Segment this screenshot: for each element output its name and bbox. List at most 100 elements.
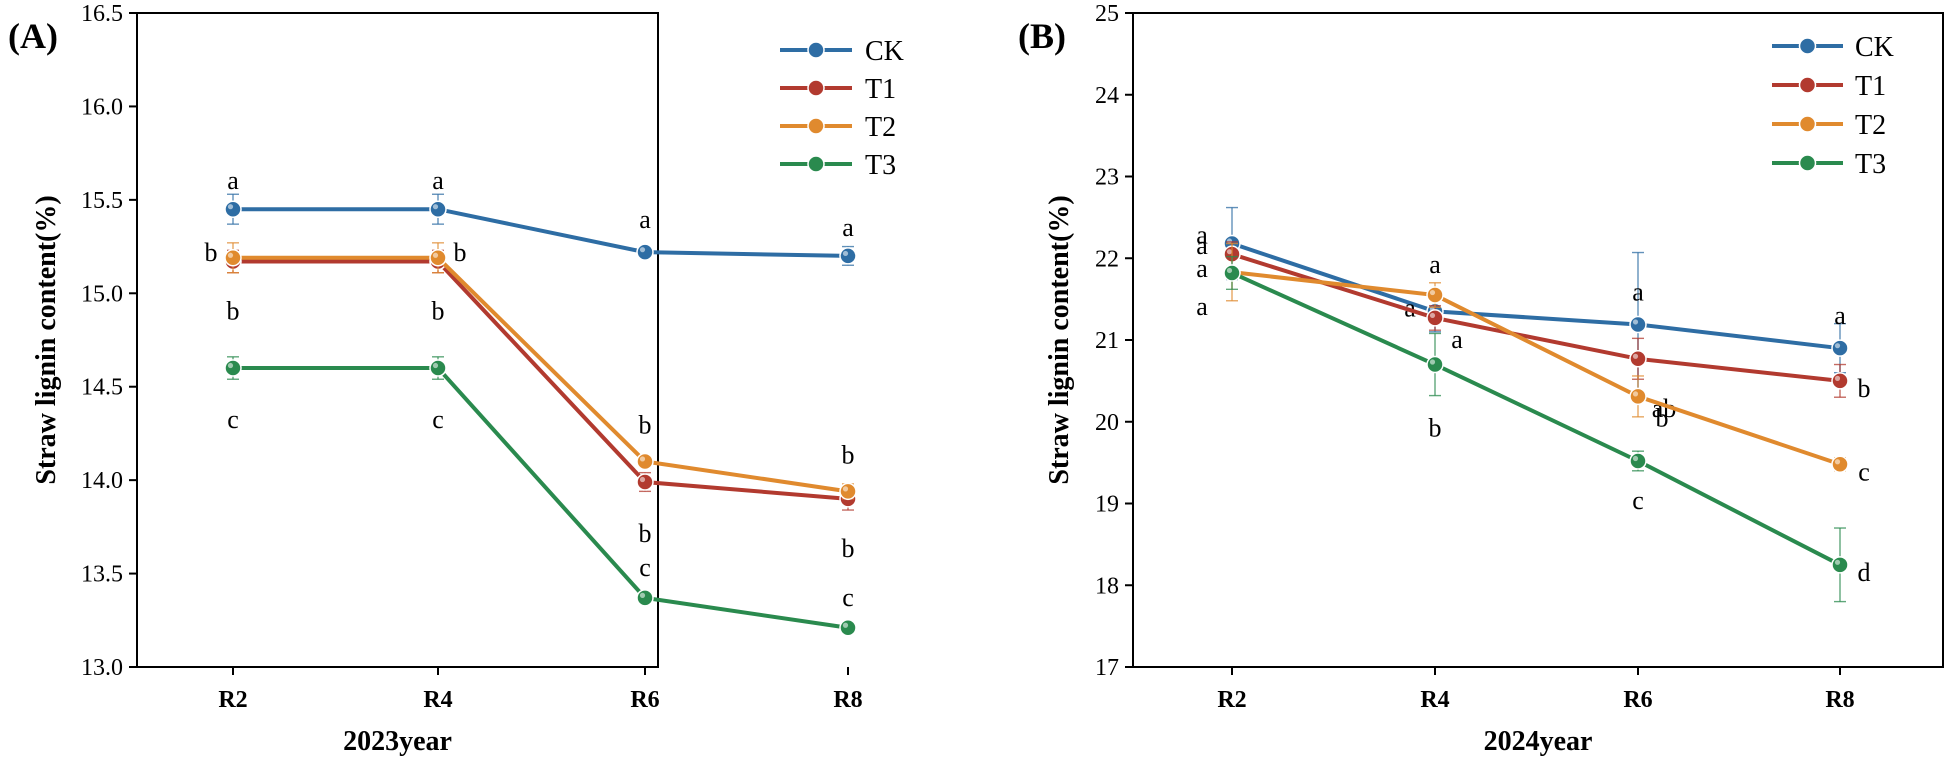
data-point-highlight	[1226, 249, 1233, 255]
x-tick-label: R2	[218, 687, 247, 713]
series-line	[233, 255, 849, 494]
significance-letter: b	[1429, 414, 1442, 443]
data-point-highlight	[1834, 343, 1841, 349]
legend-item-t3: T3	[780, 150, 896, 181]
x-tick-label: R4	[1420, 687, 1449, 713]
data-point	[839, 247, 857, 265]
y-tick-label: 18	[1095, 573, 1119, 599]
data-point-highlight	[639, 247, 646, 253]
data-point-highlight	[639, 456, 646, 462]
data-point-highlight	[1226, 267, 1233, 274]
significance-letter: c	[639, 553, 651, 582]
series-ck: a a a a	[224, 166, 857, 266]
data-point-highlight	[1632, 353, 1639, 359]
significance-letter: b	[1656, 403, 1669, 432]
legend: CK T1 T2 T3	[780, 36, 904, 181]
series-line	[1231, 271, 1841, 567]
significance-letter: b	[454, 238, 467, 267]
y-tick-label: 14.5	[81, 375, 123, 401]
y-tick-label: 24	[1095, 83, 1119, 109]
legend-marker	[1798, 154, 1817, 172]
data-point	[224, 249, 242, 267]
significance-letter: a	[1196, 231, 1208, 260]
data-point	[1426, 355, 1444, 374]
significance-letter: c	[432, 405, 444, 434]
data-point	[1629, 315, 1647, 334]
data-point	[1426, 309, 1444, 327]
legend-label: T1	[1855, 71, 1886, 102]
significance-letter: b	[842, 440, 855, 469]
data-point-highlight	[227, 204, 234, 210]
plot-frame	[136, 12, 659, 668]
series-t3: a b c d	[1196, 255, 1871, 603]
significance-letter: a	[842, 213, 854, 242]
data-point	[1629, 452, 1647, 470]
significance-letter: a	[639, 205, 651, 234]
significance-letter: a	[1196, 292, 1208, 321]
legend-item-t1: T1	[1772, 71, 1886, 102]
data-point-highlight	[227, 362, 234, 369]
data-point	[224, 200, 242, 218]
legend-item-ck: CK	[1772, 32, 1894, 63]
data-point-highlight	[1632, 455, 1639, 462]
data-point-highlight	[1834, 559, 1841, 565]
significance-letter: b	[227, 297, 240, 326]
legend-label: CK	[865, 36, 904, 67]
panel-a: (A) 13.0 13.5 14.0 14.5 15.0 15.5 16.0 16.5 R2 R4 R…	[8, 1, 904, 757]
x-tick-label: R4	[423, 687, 452, 713]
legend-label: T3	[865, 150, 896, 181]
y-tick-label: 25	[1095, 1, 1119, 27]
data-point-highlight	[1429, 312, 1436, 319]
significance-letter: a	[1404, 293, 1416, 322]
data-point	[1831, 372, 1849, 390]
data-point	[1223, 264, 1241, 282]
x-tick-label: R2	[1217, 687, 1246, 713]
legend-marker	[1798, 37, 1817, 55]
significance-letter: a	[1632, 277, 1644, 306]
data-point	[1831, 455, 1849, 474]
y-tick-label: 23	[1095, 165, 1119, 191]
significance-letter: a	[1834, 301, 1846, 330]
legend-item-t2: T2	[1772, 110, 1886, 141]
series-t2: b b b b	[205, 238, 857, 501]
significance-letter: a	[1429, 250, 1441, 279]
data-point	[429, 200, 447, 218]
legend-item-t1: T1	[780, 74, 896, 105]
data-point-highlight	[639, 476, 646, 483]
legend: CK T1 T2 T3	[1772, 32, 1894, 180]
data-point	[636, 243, 654, 261]
series-line	[233, 259, 849, 501]
legend-label: CK	[1855, 32, 1894, 63]
data-point	[429, 359, 447, 377]
legend-item-t2: T2	[780, 112, 896, 143]
data-point	[1426, 286, 1444, 304]
y-tick-label: 16.0	[81, 94, 123, 120]
y-tick-label: 20	[1095, 410, 1119, 436]
data-point-highlight	[842, 486, 849, 492]
y-tick-label: 17	[1095, 655, 1119, 681]
y-tick-label: 22	[1095, 246, 1119, 272]
data-point-highlight	[227, 252, 234, 258]
data-point-highlight	[842, 622, 849, 628]
series-line	[1231, 270, 1841, 467]
y-tick-label: 19	[1095, 492, 1119, 518]
x-tick-label: R6	[630, 687, 659, 713]
data-point-highlight	[432, 362, 439, 369]
series-line	[233, 207, 849, 258]
legend-marker	[807, 155, 825, 173]
data-point	[224, 359, 242, 377]
y-tick-label: 21	[1095, 328, 1119, 354]
data-point-highlight	[1834, 459, 1841, 465]
series-line	[1231, 241, 1841, 351]
significance-letter: b	[1858, 374, 1871, 403]
y-tick-label: 16.5	[81, 1, 123, 27]
data-point	[1831, 556, 1849, 574]
data-point-highlight	[1632, 319, 1639, 325]
significance-letter: a	[227, 166, 239, 195]
data-point	[1629, 350, 1647, 368]
x-tick-label: R6	[1623, 687, 1652, 713]
significance-letter: c	[1858, 457, 1870, 486]
series-line	[1231, 252, 1841, 383]
